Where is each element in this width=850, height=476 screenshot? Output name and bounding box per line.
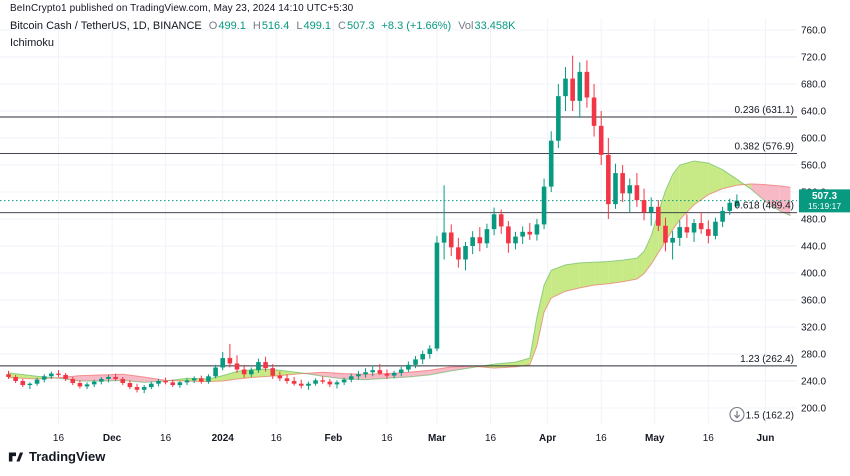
chart-legend: Bitcoin Cash / TetherUS, 1D, BINANCE O 4… bbox=[10, 20, 515, 52]
time-tick-label: 16 bbox=[703, 433, 715, 444]
candles bbox=[6, 55, 740, 394]
price-tick-label: 200.0 bbox=[801, 404, 826, 415]
price-tick-label: 320.0 bbox=[801, 323, 826, 334]
close-label: C bbox=[338, 20, 346, 32]
time-tick-label: Apr bbox=[539, 433, 556, 444]
price-tick-label: 440.0 bbox=[801, 242, 826, 253]
time-tick-label: 2024 bbox=[212, 433, 235, 444]
volume-label: Vol bbox=[458, 20, 474, 32]
price-tick-label: 400.0 bbox=[801, 269, 826, 280]
price-tick-label: 560.0 bbox=[801, 161, 826, 172]
fib-level-label: 1.23 (262.4) bbox=[740, 354, 794, 365]
price-tick-label: 760.0 bbox=[801, 26, 826, 37]
time-tick-label: 16 bbox=[160, 433, 172, 444]
price-tick-label: 720.0 bbox=[801, 53, 826, 64]
fib-retracement-lines bbox=[0, 116, 797, 367]
price-tick-label: 600.0 bbox=[801, 134, 826, 145]
fib-level-label: 1.5 (162.2) bbox=[746, 411, 794, 422]
price-tick-label: 280.0 bbox=[801, 350, 826, 361]
price-tick-label: 240.0 bbox=[801, 377, 826, 388]
price-axis[interactable] bbox=[798, 0, 850, 428]
fib-offscreen-icon[interactable] bbox=[729, 406, 745, 423]
indicator-label[interactable]: Ichimoku bbox=[10, 37, 55, 49]
fib-level-labels: 0.236 (631.1) 0.382 (576.9) 0.618 (489.4) 1… bbox=[735, 105, 795, 421]
time-tick-label: Dec bbox=[103, 433, 122, 444]
time-tick-label: Feb bbox=[325, 433, 343, 444]
time-axis[interactable] bbox=[0, 433, 797, 471]
bar-countdown: 15:19:17 bbox=[808, 201, 841, 211]
price-tick-label: 640.0 bbox=[801, 107, 826, 118]
chart-gridlines bbox=[0, 18, 797, 425]
price-badge-value: 507.3 bbox=[812, 191, 837, 202]
symbol-title[interactable]: Bitcoin Cash / TetherUS, 1D, BINANCE bbox=[10, 20, 202, 32]
high-value: 516.4 bbox=[261, 20, 290, 32]
price-badge: 507.315:19:17 bbox=[799, 189, 850, 213]
time-tick-label: 16 bbox=[271, 433, 283, 444]
fib-level-label: 0.382 (576.9) bbox=[735, 142, 795, 153]
fib-level-label: 0.618 (489.4) bbox=[735, 201, 795, 212]
time-tick-label: May bbox=[645, 433, 665, 444]
tradingview-branding[interactable]: TradingView bbox=[8, 449, 105, 464]
open-label: O bbox=[208, 20, 218, 32]
time-tick-label: 16 bbox=[596, 433, 608, 444]
time-tick-label: 16 bbox=[485, 433, 497, 444]
tradingview-wordmark: TradingView bbox=[29, 449, 106, 464]
time-tick-label: 16 bbox=[53, 433, 65, 444]
tradingview-logo-icon bbox=[8, 452, 24, 461]
fib-level-label: 0.236 (631.1) bbox=[735, 105, 795, 116]
time-tick-label: Jun bbox=[757, 433, 775, 444]
close-value: 507.3 bbox=[346, 20, 375, 32]
low-label: L bbox=[296, 20, 303, 32]
time-tick-label: Mar bbox=[428, 433, 446, 444]
time-axis-labels: 16 Dec 16 2024 16 Feb 16 Mar 16 Apr 16 May 16 Jun bbox=[53, 433, 774, 444]
price-tick-label: 360.0 bbox=[801, 296, 826, 307]
open-value: 499.1 bbox=[218, 20, 246, 32]
low-value: 499.1 bbox=[303, 20, 331, 32]
price-tick-label: 480.0 bbox=[801, 215, 826, 226]
ichimoku-cloud bbox=[8, 160, 791, 383]
high-label: H bbox=[252, 20, 261, 32]
attribution-text: BeInCrypto1 published on TradingView.com… bbox=[10, 3, 354, 14]
time-tick-label: 16 bbox=[381, 433, 393, 444]
change-value: +8.3 (+1.66%) bbox=[381, 20, 452, 32]
volume-value: 33.458K bbox=[474, 20, 516, 32]
price-tick-label: 680.0 bbox=[801, 80, 826, 91]
